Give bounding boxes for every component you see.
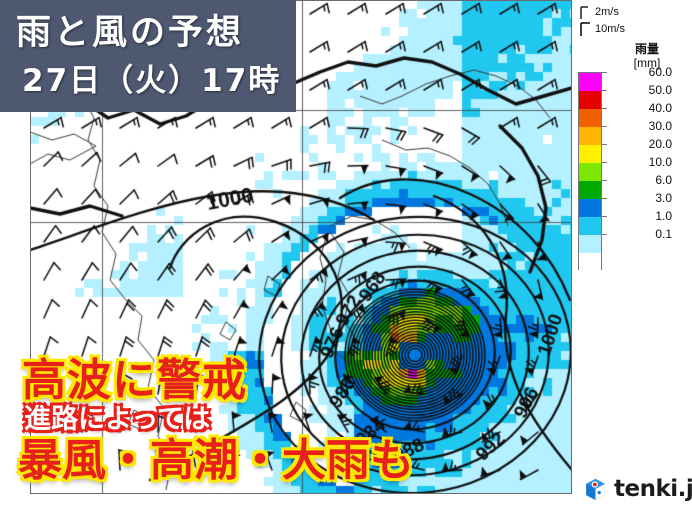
rain-legend-swatch — [579, 235, 601, 253]
wind-key-short: 2m/s — [578, 4, 688, 21]
banner-title: 雨と風の予想 — [16, 13, 245, 53]
tenki-jp-logo[interactable]: tenki.jp — [583, 477, 692, 502]
rain-legend-tick: 40.0 — [602, 101, 688, 126]
rain-legend-swatch — [579, 163, 601, 181]
wind-key-short-label: 2m/s — [595, 6, 619, 18]
headline-overlay: 高波に警戒 進路によっては 暴風・高潮・大雨も — [8, 356, 438, 487]
rain-legend-swatch — [579, 181, 601, 199]
wind-barb-short-icon — [580, 6, 588, 19]
tenki-cube-icon — [586, 478, 605, 501]
rain-legend-tick: 6.0 — [602, 173, 688, 198]
rain-legend-swatch — [579, 253, 601, 271]
rain-legend-swatch — [579, 199, 601, 217]
wind-key-long: 10m/s — [578, 21, 688, 38]
rain-legend-tick: 20.0 — [602, 137, 688, 162]
rain-legend-tick: 1.0 — [602, 209, 688, 234]
rain-legend-tick: 3.0 — [602, 191, 688, 216]
tenki-jp-wordmark: tenki.jp — [614, 476, 692, 502]
rain-legend-tick-label: 40.0 — [648, 101, 672, 115]
rain-legend-tick-label: 50.0 — [648, 83, 672, 97]
rain-legend-tick-label: 6.0 — [655, 173, 672, 187]
rain-legend-swatch — [579, 145, 601, 163]
rain-legend-tick-label: 10.0 — [648, 155, 672, 169]
rain-legend-swatch — [579, 217, 601, 235]
rain-legend-tick-label: 60.0 — [648, 65, 672, 79]
rain-legend-tick-label: 0.1 — [655, 227, 672, 241]
rain-legend-body: 60.0 50.0 40.0 30.0 20.0 10.0 6.0 3.0 1.0 0.1 — [578, 65, 690, 272]
rain-legend-tick: 0.1 — [602, 227, 688, 252]
rain-legend-tick: 60.0 — [602, 65, 688, 90]
headline-tertiary: 暴風・高潮・大雨も — [18, 435, 414, 486]
banner-datetime: 27日（火）17時 — [22, 63, 282, 99]
rain-legend-tick: 10.0 — [602, 155, 688, 180]
rain-legend-tick-label: 20.0 — [648, 137, 672, 151]
rain-legend-ticks: 60.0 50.0 40.0 30.0 20.0 10.0 6.0 3.0 1.0 0.1 — [602, 65, 688, 270]
rain-legend-swatch — [579, 73, 601, 91]
wind-barb-long-icon — [580, 22, 590, 36]
title-banner: 雨と風の予想 27日（火）17時 — [0, 0, 296, 112]
wind-key-long-label: 10m/s — [595, 23, 625, 35]
rain-legend-swatch — [579, 109, 601, 127]
rain-legend-tick-label: 1.0 — [655, 209, 672, 223]
wind-barb-key: 2m/s 10m/s — [578, 4, 688, 38]
rain-legend-colorbar — [578, 72, 602, 271]
rain-legend-swatch — [579, 91, 601, 109]
rain-legend-tick-label: 30.0 — [648, 119, 672, 133]
rain-legend-swatch — [579, 127, 601, 145]
rain-legend-caption: 雨量 — [634, 42, 659, 56]
rain-legend-tick: 30.0 — [602, 119, 688, 144]
headline-secondary: 進路によっては — [24, 404, 211, 435]
rain-legend: 雨量 [mm] 60.0 50.0 40.0 30.0 20.0 10.0 6.0 3.0 1.… — [578, 42, 690, 272]
headline-primary: 高波に警戒 — [22, 355, 247, 406]
rain-legend-tick: 50.0 — [602, 83, 688, 108]
rain-legend-tick-label: 3.0 — [655, 191, 672, 205]
rain-legend-unit: [mm] — [633, 56, 661, 70]
